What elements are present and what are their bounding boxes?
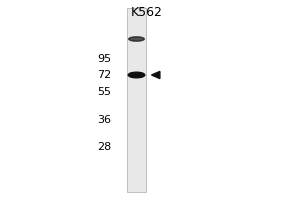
Text: 95: 95 bbox=[97, 54, 111, 64]
Text: 36: 36 bbox=[97, 115, 111, 125]
Text: K562: K562 bbox=[131, 6, 163, 20]
Text: 72: 72 bbox=[97, 70, 111, 80]
Ellipse shape bbox=[129, 37, 144, 41]
Text: 55: 55 bbox=[97, 87, 111, 97]
Text: 28: 28 bbox=[97, 142, 111, 152]
Bar bbox=[127, 8, 146, 192]
Ellipse shape bbox=[128, 72, 145, 78]
Polygon shape bbox=[152, 71, 160, 79]
